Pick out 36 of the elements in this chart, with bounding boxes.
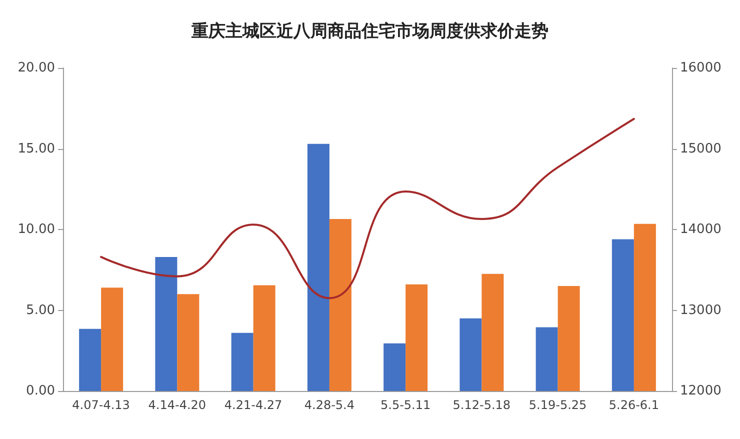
y-tick-label: 5.00	[26, 302, 55, 318]
y2-tick-label: 15000	[680, 141, 722, 156]
bar	[612, 239, 634, 391]
y-tick-label: 10.00	[18, 222, 55, 237]
y2-tick-label: 13000	[680, 302, 722, 318]
y2-tick-label: 16000	[680, 60, 722, 76]
bar	[384, 343, 406, 391]
bar	[253, 285, 276, 391]
bar	[406, 284, 428, 391]
y2-tick-label: 14000	[680, 222, 722, 237]
x-tick-label: 4.28-5.4	[304, 398, 355, 412]
line-series	[100, 118, 635, 300]
x-tick-label: 5.5-5.11	[380, 398, 431, 412]
bar	[558, 286, 580, 391]
bar	[101, 288, 124, 391]
x-tick-label: 5.19-5.25	[528, 398, 587, 412]
bar	[307, 144, 330, 391]
bar	[460, 318, 482, 391]
x-tick-label: 4.21-4.27	[224, 398, 282, 412]
bar	[231, 332, 254, 391]
y-tick-label: 15.00	[18, 141, 55, 156]
bar	[634, 224, 656, 391]
x-tick-label: 5.12-5.18	[452, 398, 511, 412]
x-tick-label: 5.26-6.1	[608, 398, 660, 412]
y-tick-label: 0.00	[26, 384, 55, 398]
bar	[536, 327, 558, 391]
y-tick-label: 20.00	[18, 60, 55, 76]
x-tick-label: 4.14-4.20	[148, 398, 206, 412]
bar	[79, 328, 102, 391]
bar	[177, 294, 200, 391]
y2-tick-label: 12000	[680, 384, 722, 398]
bar	[482, 274, 504, 391]
x-tick-label: 4.07-4.13	[72, 398, 130, 412]
chart-title: 重庆主城区近八周商品住宅市场周度供求价走势	[190, 22, 548, 42]
bar	[329, 219, 352, 391]
bar	[155, 256, 178, 391]
